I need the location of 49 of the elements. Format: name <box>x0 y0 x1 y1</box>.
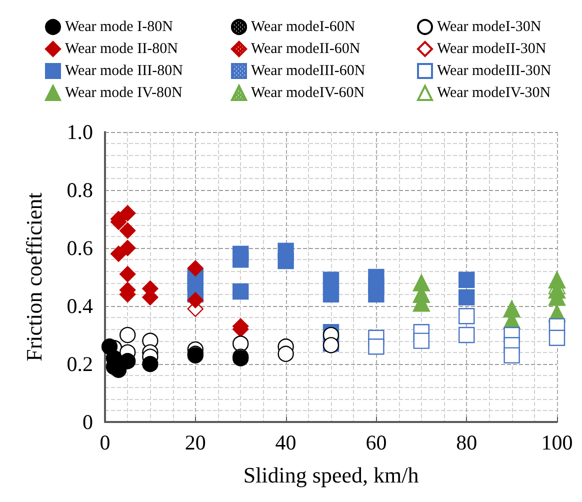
point <box>548 330 566 346</box>
x-tick-label: 0 <box>100 430 110 454</box>
point <box>458 308 475 324</box>
point <box>142 356 158 372</box>
y-tick-label: 0.2 <box>66 352 93 376</box>
point <box>504 347 520 364</box>
point <box>458 272 475 288</box>
point <box>413 332 430 349</box>
point <box>187 260 204 276</box>
legend-label: Wear modeIII-60N <box>251 63 366 79</box>
legend-label: Wear mode I-80N <box>65 19 174 35</box>
x-tick-label: 100 <box>541 430 573 454</box>
point <box>458 289 475 306</box>
x-tick-label: 20 <box>184 430 206 454</box>
y-tick-label: 0.4 <box>66 294 94 318</box>
point <box>278 252 294 270</box>
point <box>187 274 204 291</box>
legend-label: Wear modeI-60N <box>251 19 356 35</box>
y-tick-label: 0 <box>82 410 93 434</box>
legend-label: Wear modeII-30N <box>437 41 546 57</box>
point <box>110 246 127 262</box>
point <box>232 283 249 300</box>
y-tick-label: 0.8 <box>66 178 93 202</box>
point <box>458 326 475 344</box>
y-tick-label: 1.0 <box>66 120 93 144</box>
point <box>120 205 136 222</box>
legend-label: Wear mode IV-80N <box>65 85 183 101</box>
point <box>187 292 204 308</box>
legend-label: Wear modeIII-30N <box>437 63 552 79</box>
point <box>278 346 294 362</box>
y-axis-title: Friction coefficient <box>22 192 46 362</box>
legend-label: Wear modeI-30N <box>437 19 542 35</box>
x-tick-label: 60 <box>366 430 387 454</box>
point <box>120 222 136 239</box>
legend-label: Wear mode III-80N <box>65 63 184 79</box>
legend-label: Wear modeIV-60N <box>251 85 365 101</box>
point <box>368 338 384 355</box>
legend-label: Wear mode II-80N <box>65 41 178 57</box>
point <box>120 353 136 370</box>
point <box>232 252 249 268</box>
x-axis-title: Sliding speed, km/h <box>243 462 419 488</box>
legend-label: Wear modeII-60N <box>251 41 360 57</box>
legend-label: Wear modeIV-30N <box>437 85 551 101</box>
point <box>322 272 340 288</box>
x-tick-label: 80 <box>456 430 478 454</box>
point <box>120 266 136 282</box>
y-tick-label: 0.6 <box>66 236 93 260</box>
point <box>368 286 384 302</box>
x-tick-label: 40 <box>275 430 296 454</box>
